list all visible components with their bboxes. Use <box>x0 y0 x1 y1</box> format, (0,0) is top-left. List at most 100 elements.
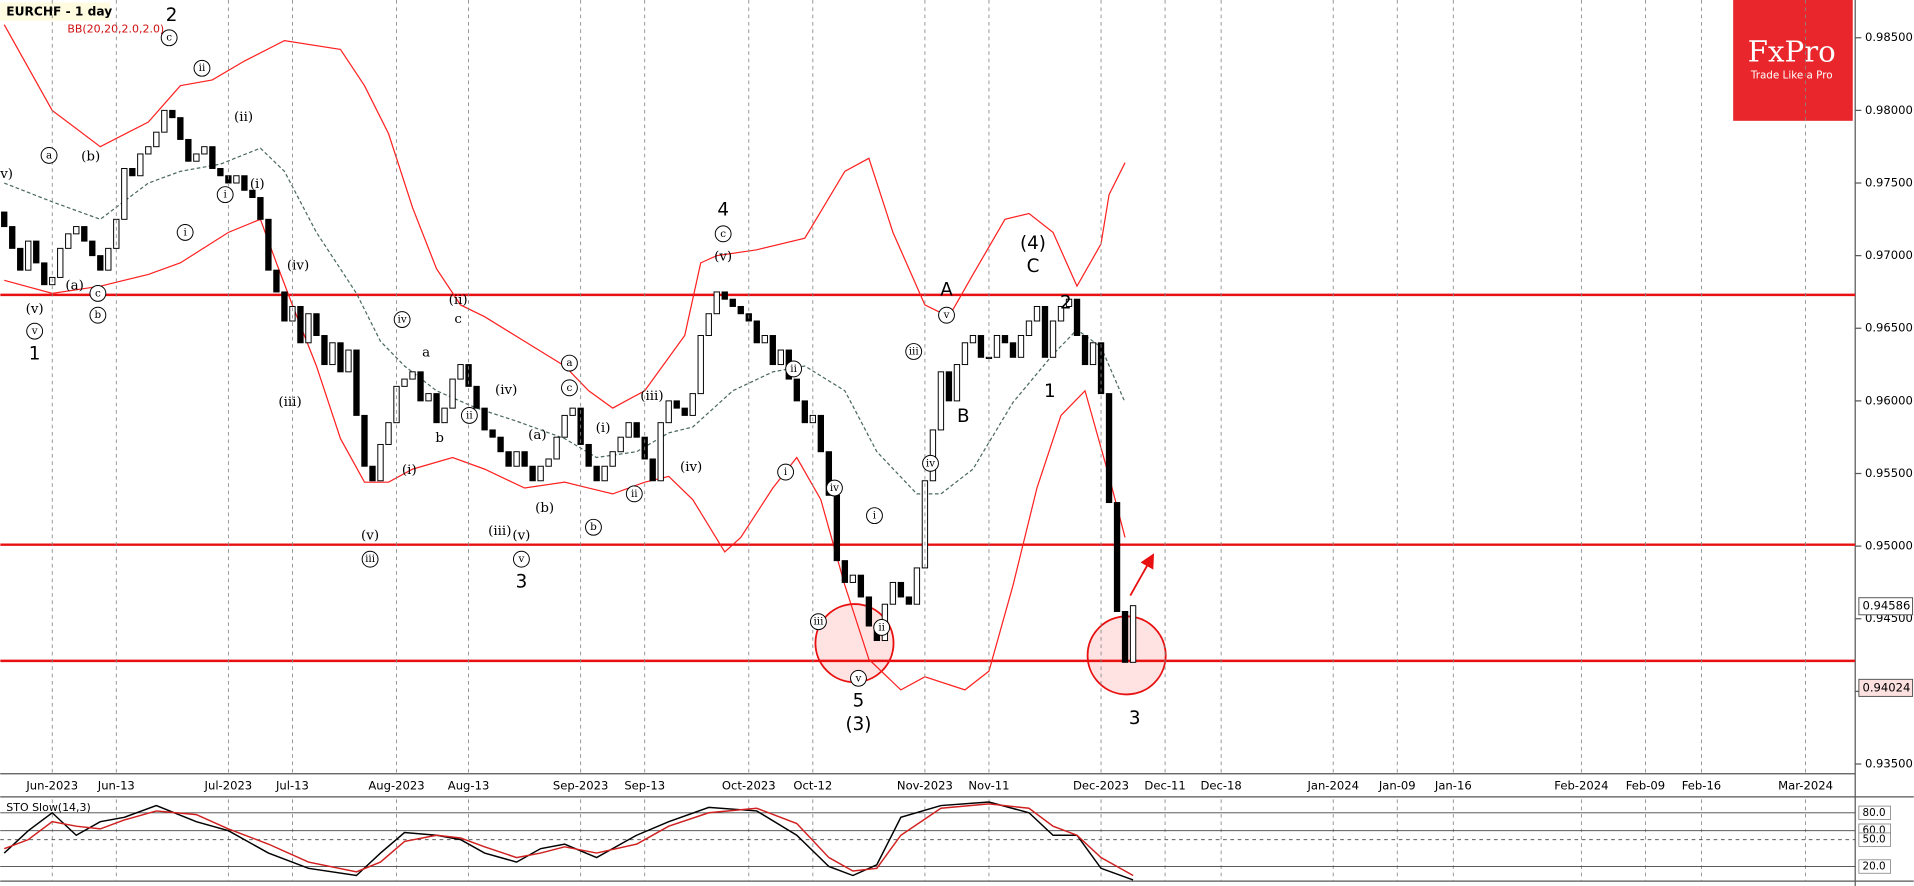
candle <box>817 414 825 453</box>
candle <box>33 240 40 264</box>
candle <box>385 422 392 445</box>
candle <box>249 189 256 199</box>
wave-label-circle <box>460 406 478 424</box>
x-tick-label: Feb-2024 <box>1554 778 1608 792</box>
indicator-label: BB(20,20,2.0,2.0) <box>67 22 164 35</box>
candle <box>281 291 288 322</box>
wave-label-circle <box>160 29 178 47</box>
candle <box>1025 320 1033 337</box>
wave-label-circle <box>561 379 578 397</box>
candle <box>601 465 608 482</box>
wave-label-circle <box>40 146 58 164</box>
wave-label-circle <box>873 619 891 636</box>
candle <box>849 574 857 583</box>
candle <box>857 574 865 598</box>
y-tick-label: 0.97000 <box>1865 248 1913 262</box>
candle <box>841 560 849 583</box>
y-tick-label: 50.0 <box>1863 834 1886 846</box>
wave-label: 2 <box>1060 293 1072 314</box>
candle <box>145 146 152 155</box>
wave-label-circle <box>922 454 939 472</box>
wave-label: i <box>183 226 187 238</box>
candle <box>737 305 744 315</box>
candle <box>1105 393 1113 504</box>
candle <box>1129 605 1137 663</box>
wave-label: ii <box>878 621 885 633</box>
candle <box>121 167 128 220</box>
candle <box>513 451 520 467</box>
candle <box>521 451 528 467</box>
x-tick-label: Sep-13 <box>624 778 665 792</box>
projection-arrow <box>1129 553 1155 596</box>
candle <box>633 422 640 438</box>
wave-label: (a) <box>65 279 83 294</box>
wave-label-circle <box>785 360 803 378</box>
wave-label-circle <box>938 306 955 324</box>
candle <box>233 175 240 184</box>
candle <box>169 109 176 119</box>
wave-label: iii <box>813 616 824 628</box>
wave-label-circle <box>26 322 44 340</box>
y-tick-label: 0.96500 <box>1865 321 1913 335</box>
wave-label: (3) <box>845 714 871 735</box>
candle <box>913 567 921 605</box>
candle <box>705 313 712 337</box>
candle <box>401 378 408 387</box>
candle <box>793 378 800 402</box>
x-tick-label: Mar-2024 <box>1778 778 1833 792</box>
x-tick-label: Nov-2023 <box>897 778 953 792</box>
wave-label: c <box>166 32 172 44</box>
chart-title: EURCHF - 1 day <box>6 5 112 19</box>
wave-label-circle <box>777 463 795 481</box>
candle <box>593 465 600 482</box>
logo-box <box>1733 0 1853 121</box>
wave-label: (i) <box>402 463 417 478</box>
candle <box>305 313 312 344</box>
price-label-box <box>1858 597 1914 616</box>
candle <box>489 429 496 438</box>
candle <box>537 465 544 482</box>
candle <box>153 131 160 148</box>
candle <box>497 436 504 453</box>
wave-label: v <box>943 309 950 321</box>
x-tick-label: Dec-11 <box>1144 778 1185 792</box>
candle <box>265 218 272 271</box>
y-tick-label: 0.95000 <box>1865 539 1913 553</box>
wave-label: (i) <box>250 177 265 192</box>
tick-box <box>1858 805 1891 820</box>
candle <box>697 335 704 395</box>
wave-label: a <box>46 149 52 161</box>
candle <box>1049 320 1057 358</box>
tick-box <box>1858 832 1891 847</box>
wave-label: (b) <box>535 501 554 516</box>
wave-label: c <box>567 382 573 394</box>
candle <box>681 407 688 416</box>
logo-brand: FxPro <box>1748 35 1836 69</box>
candle <box>801 400 808 424</box>
candle <box>57 247 64 278</box>
candle <box>1033 305 1041 322</box>
wave-label: 2 <box>166 5 178 26</box>
candle <box>257 197 264 220</box>
stochastic-title: STO Slow(14,3) <box>6 801 90 814</box>
candle <box>25 240 32 271</box>
candle <box>905 596 913 605</box>
candle <box>241 175 248 191</box>
candle <box>561 414 568 438</box>
wave-label: i <box>784 466 788 478</box>
candle <box>177 117 184 140</box>
y-tick-label: 0.98500 <box>1865 30 1913 44</box>
candle <box>1041 305 1049 358</box>
candle <box>161 109 168 133</box>
candle <box>473 385 480 409</box>
wave-label-circle <box>826 479 843 497</box>
stochastic-line <box>3 801 1134 881</box>
candle <box>825 451 833 496</box>
candle <box>1057 305 1065 322</box>
candle <box>1065 298 1073 307</box>
candle <box>201 146 208 155</box>
wave-label: B <box>957 406 970 427</box>
wave-label-circle <box>905 343 923 360</box>
candle <box>977 335 985 358</box>
wave-label: (v) <box>26 302 44 317</box>
